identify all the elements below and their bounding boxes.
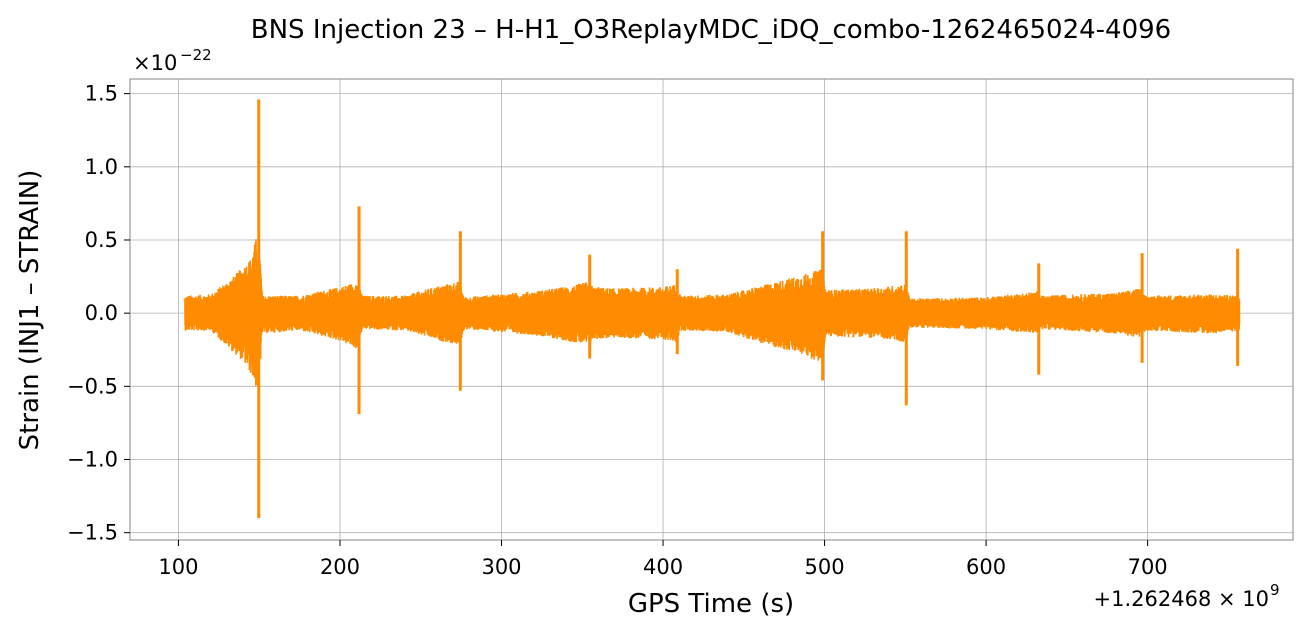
y-tick-label: −1.0: [67, 448, 118, 472]
x-axis-label: GPS Time (s): [628, 589, 794, 619]
y-scale-exponent: −22: [180, 46, 212, 64]
x-tick-label: 100: [158, 555, 198, 579]
x-offset-label: +1.262468 × 10: [1094, 587, 1269, 611]
y-scale-multiplier: ×10 −22: [133, 46, 212, 75]
y-tick-label: 1.0: [85, 155, 118, 179]
y-axis-label: Strain (INJ1 – STRAIN): [15, 170, 45, 451]
x-offset-exponent: 9: [1270, 581, 1280, 599]
y-tick-label: −1.5: [67, 521, 118, 545]
x-offset-multiplier: +1.262468 × 10 9: [1094, 581, 1280, 611]
y-tick-label: 0.5: [85, 228, 118, 252]
strain-trace: [184, 234, 1241, 386]
x-tick-label: 400: [643, 555, 683, 579]
x-tick-label: 200: [320, 555, 360, 579]
x-tick-label: 700: [1128, 555, 1168, 579]
chart-title: BNS Injection 23 – H-H1_O3ReplayMDC_iDQ_…: [251, 15, 1171, 45]
x-tick-label: 300: [481, 555, 521, 579]
y-tick-label: −0.5: [67, 374, 118, 398]
plot-frame: [129, 78, 1294, 541]
x-tick-label: 600: [966, 555, 1006, 579]
x-tick-label: 500: [805, 555, 845, 579]
y-scale-label: ×10: [133, 51, 177, 75]
tick-labels: 100 200 300 400 500 600 700 −1.5 −1.0 −0.5 0.0 0.5 1…: [67, 82, 1168, 579]
y-tick-label: 0.0: [85, 301, 118, 325]
y-tick-label: 1.5: [85, 82, 118, 106]
data-series: [184, 99, 1241, 519]
